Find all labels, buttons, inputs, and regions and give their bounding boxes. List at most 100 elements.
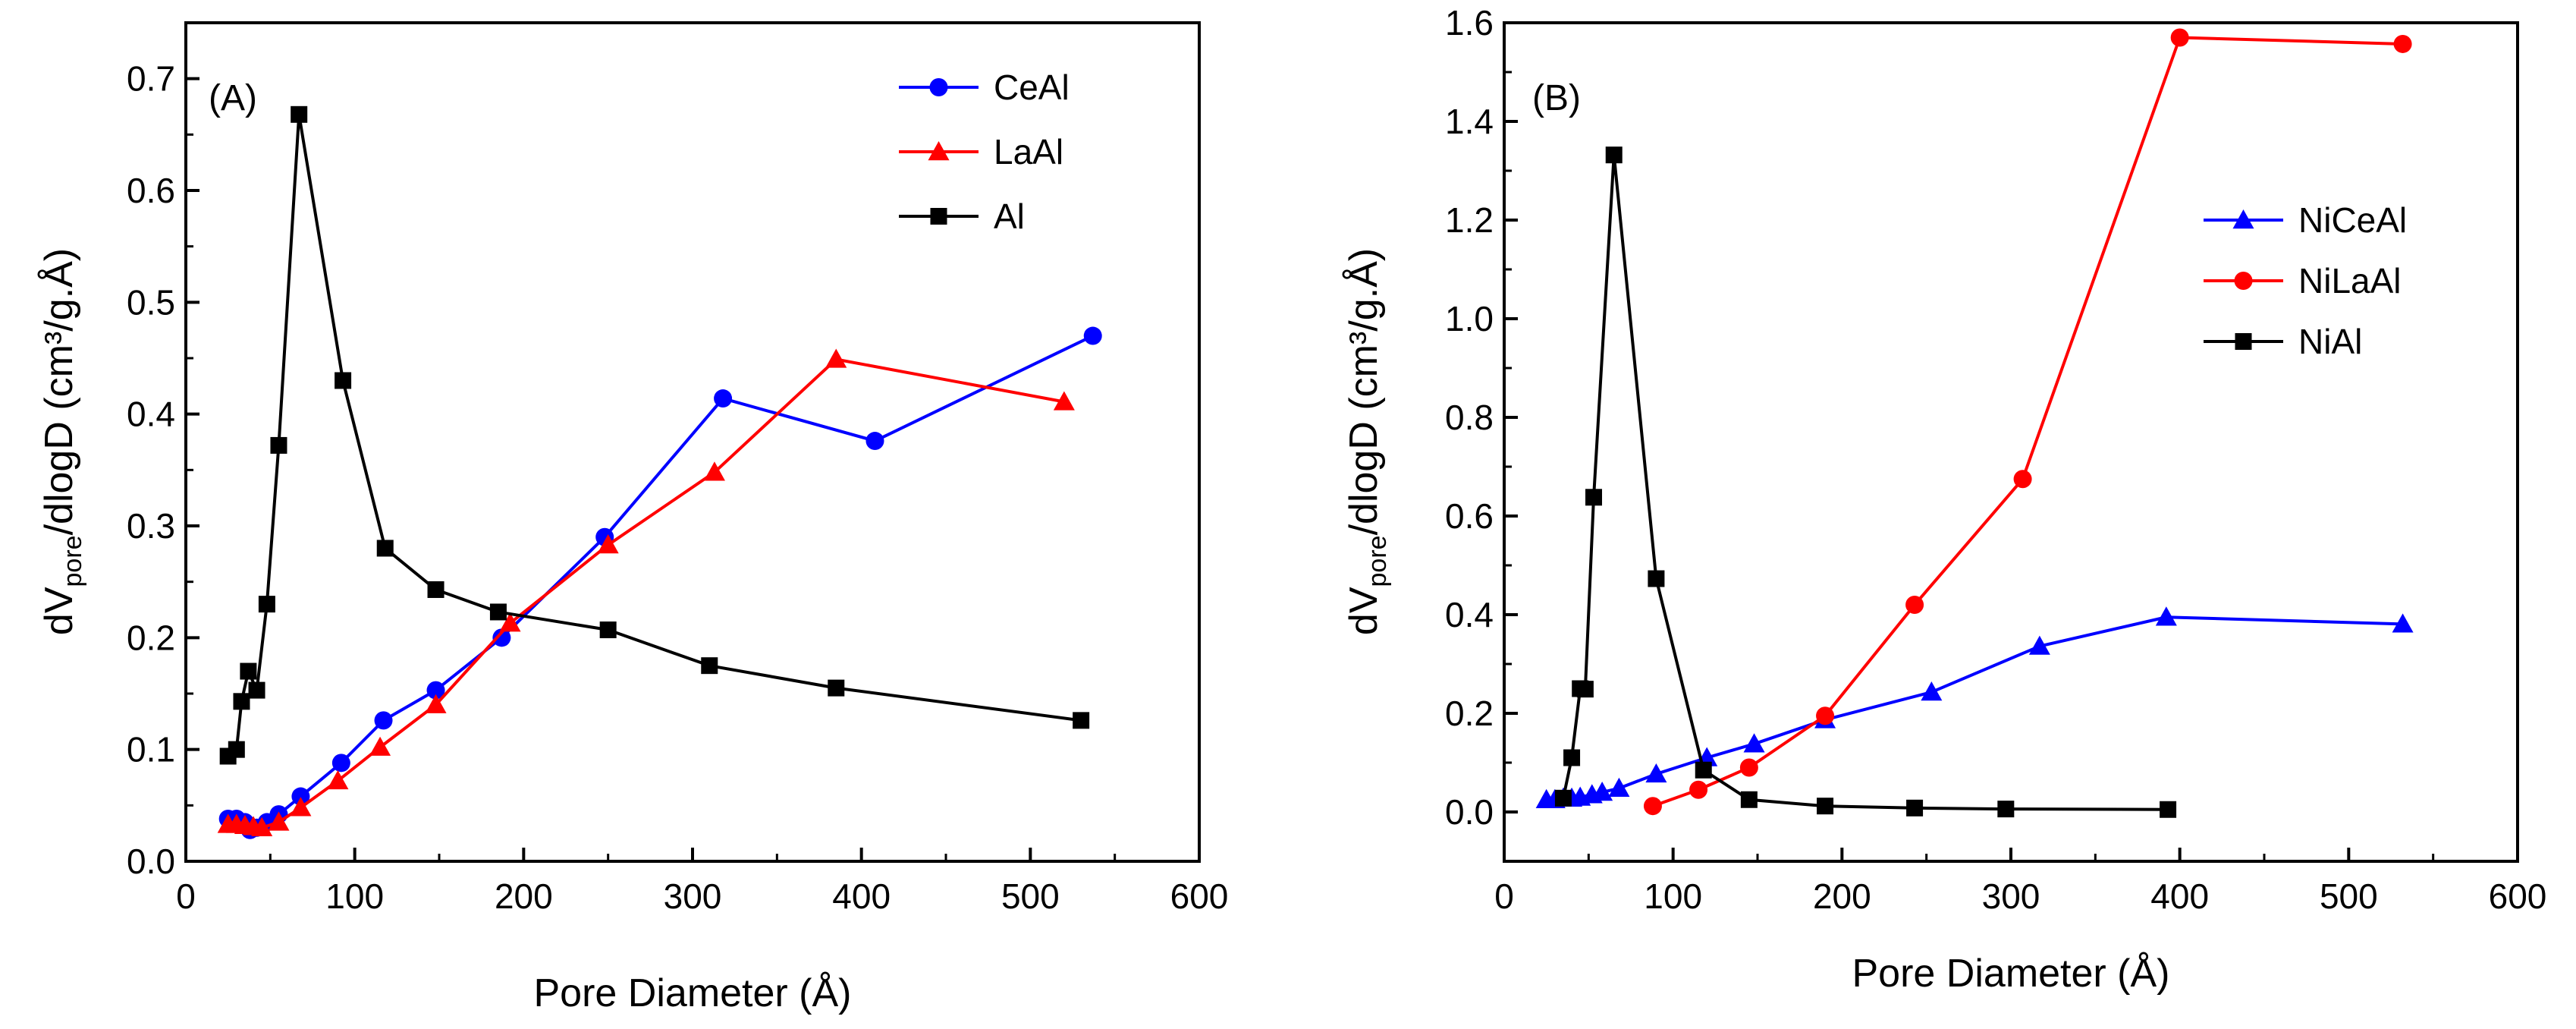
- plot-frame-b: [1503, 21, 2519, 863]
- x-tick-label-b-5: 500: [2320, 876, 2378, 916]
- legend-marker-nilaal: [2234, 272, 2253, 290]
- y-tick-label-b-0: 0.0: [1445, 792, 1494, 832]
- data-point-al-13: [701, 657, 718, 675]
- x-tick-label-b-0: 0: [1494, 876, 1514, 916]
- data-point-nial-0: [1554, 789, 1572, 807]
- legend-marker-al: [930, 208, 947, 225]
- data-point-laal-12: [703, 461, 725, 481]
- data-point-niceal-6: [1591, 782, 1613, 801]
- data-point-nilaal-7: [2393, 34, 2412, 53]
- data-point-nial-4: [1585, 489, 1603, 506]
- data-point-laal-11: [597, 534, 619, 554]
- data-point-ceal-15: [1083, 326, 1102, 345]
- series-line-ceal: [228, 334, 1094, 832]
- data-point-laal-4: [251, 817, 273, 836]
- x-tick-label-a-6: 600: [1170, 876, 1229, 916]
- data-point-niceal-10: [1743, 733, 1765, 753]
- data-point-al-11: [489, 603, 507, 621]
- data-point-al-9: [376, 540, 394, 557]
- data-point-al-3: [240, 662, 257, 680]
- y-tick-label-a-1: 0.1: [127, 730, 175, 769]
- chart-panel-b: (B) 0 100 200 300 400 500 600 0.0 0.2 0.4 0.6 0.8 1.…: [1342, 3, 2546, 996]
- data-point-al-14: [828, 679, 845, 697]
- y-tick-label-b-5: 1.0: [1445, 299, 1494, 338]
- y-axis-label-a: dVpore/dlogD (cm³/g.Å): [37, 248, 87, 635]
- legend-a: CeAl LaAl Al: [899, 68, 1070, 236]
- data-point-al-5: [258, 596, 275, 613]
- x-tick-label-b-1: 100: [1644, 876, 1702, 916]
- data-point-nial-12: [2160, 801, 2177, 818]
- data-point-al-10: [427, 581, 445, 598]
- panel-label-a: (A): [209, 78, 257, 118]
- data-point-niceal-14: [2155, 606, 2177, 626]
- y-axis-label-a-main: dV: [37, 587, 81, 635]
- y-axis-label-b: dVpore/dlogD (cm³/g.Å): [1342, 248, 1392, 635]
- y-tick-label-b-2: 0.4: [1445, 595, 1494, 634]
- axes-a: 0 100 200 300 400 500 600 0.0 0.1 0.2 0.3 0.4 0.5 0.6…: [127, 21, 1229, 916]
- series-line-laal: [228, 357, 1065, 829]
- x-tick-label-a-4: 400: [832, 876, 891, 916]
- y-axis-label-a-rest: /dlogD (cm³/g.Å): [37, 248, 81, 536]
- data-point-al-7: [291, 105, 308, 123]
- data-point-nial-10: [1906, 799, 1924, 817]
- x-tick-label-a-5: 500: [1001, 876, 1060, 916]
- data-point-niceal-13: [2028, 635, 2050, 655]
- y-tick-label-a-6: 0.6: [127, 171, 175, 210]
- data-point-ceal-10: [426, 681, 445, 700]
- y-tick-label-b-4: 0.8: [1445, 398, 1494, 437]
- y-tick-label-b-6: 1.2: [1445, 200, 1494, 240]
- data-point-nilaal-0: [1643, 797, 1662, 816]
- data-point-al-1: [228, 741, 245, 758]
- data-point-ceal-8: [331, 754, 350, 773]
- data-point-al-8: [335, 372, 352, 389]
- data-point-niceal-7: [1608, 777, 1630, 797]
- data-point-ceal-13: [714, 389, 733, 408]
- data-point-laal-6: [290, 797, 312, 817]
- data-point-nilaal-4: [1905, 596, 1924, 614]
- data-point-nial-8: [1740, 791, 1758, 808]
- series-line-nilaal: [1652, 36, 2403, 808]
- data-point-niceal-15: [2392, 613, 2414, 633]
- data-point-niceal-8: [1645, 763, 1667, 783]
- data-point-al-4: [248, 681, 265, 699]
- data-point-al-12: [599, 621, 617, 639]
- y-axis-label-b-sub: pore: [1363, 535, 1392, 587]
- legend-marker-nial: [2235, 333, 2252, 350]
- y-axis-label-b-rest: /dlogD (cm³/g.Å): [1342, 248, 1386, 536]
- series-layer-a: [217, 105, 1102, 839]
- data-point-ceal-9: [374, 711, 393, 730]
- y-tick-label-a-3: 0.3: [127, 506, 175, 546]
- y-tick-label-b-1: 0.2: [1445, 694, 1494, 733]
- data-point-nilaal-3: [1816, 706, 1835, 725]
- x-axis-label-a: Pore Diameter (Å): [534, 971, 852, 1015]
- y-axis-label-a-sub: pore: [58, 535, 87, 587]
- x-tick-label-a-0: 0: [176, 876, 196, 916]
- data-point-niceal-12: [1921, 681, 1943, 701]
- data-point-ceal-11: [492, 628, 511, 647]
- y-tick-label-b-3: 0.6: [1445, 496, 1494, 536]
- y-tick-label-b-8: 1.6: [1445, 3, 1494, 42]
- data-point-laal-5: [268, 811, 290, 831]
- data-point-ceal-14: [865, 432, 884, 451]
- data-point-nial-1: [1563, 749, 1581, 766]
- y-tick-label-b-7: 1.4: [1445, 102, 1494, 141]
- x-tick-label-b-6: 600: [2489, 876, 2547, 916]
- series-line-niceal: [1546, 615, 2403, 801]
- x-axis-label-b: Pore Diameter (Å): [1852, 952, 2170, 996]
- series-line-al: [227, 112, 1082, 758]
- data-point-nilaal-1: [1689, 780, 1708, 799]
- legend-b: NiCeAl NiLaAl NiAl: [2204, 200, 2407, 361]
- legend-marker-laal: [928, 141, 950, 161]
- y-tick-label-a-5: 0.5: [127, 282, 175, 322]
- series-layer-b: [1535, 28, 2414, 818]
- series-line-nial: [1561, 153, 2169, 811]
- x-tick-label-a-3: 300: [664, 876, 722, 916]
- y-tick-label-a-4: 0.4: [127, 395, 175, 434]
- data-point-ceal-7: [291, 787, 310, 806]
- data-point-nial-9: [1817, 798, 1834, 815]
- x-tick-label-b-3: 300: [1982, 876, 2040, 916]
- data-point-nilaal-5: [2013, 470, 2032, 489]
- data-point-nial-5: [1605, 146, 1623, 164]
- x-tick-label-a-1: 100: [325, 876, 384, 916]
